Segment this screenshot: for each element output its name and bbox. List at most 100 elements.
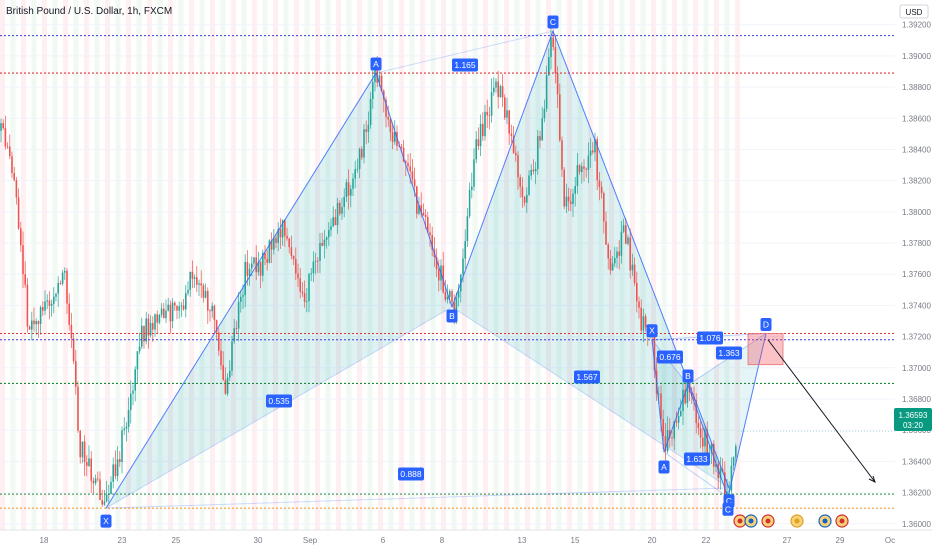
- candle-body: [677, 415, 680, 423]
- candle-body: [620, 231, 623, 256]
- candle-body: [462, 258, 464, 275]
- candle-body: [631, 264, 634, 271]
- candle-body: [361, 148, 363, 158]
- candle-body: [255, 257, 257, 273]
- candle-body: [453, 302, 455, 312]
- pattern-leg: [375, 30, 554, 74]
- candle-body: [156, 314, 158, 323]
- pattern-leg: [105, 72, 377, 509]
- candle-body: [132, 390, 134, 394]
- price-axis[interactable]: [896, 0, 932, 530]
- candle-body: [625, 225, 627, 244]
- pattern-fill: [688, 333, 766, 498]
- session-stripe: [724, 0, 730, 530]
- point-label: B: [682, 369, 694, 383]
- time-tick-label: 18: [40, 536, 49, 545]
- ratio-label: 1.165: [452, 58, 478, 72]
- candle-body: [398, 145, 400, 147]
- price-tick-label: 1.37000: [902, 364, 931, 373]
- candle-body: [72, 338, 75, 362]
- candle-body: [209, 310, 211, 312]
- session-stripe: [651, 0, 656, 530]
- candle-body: [301, 291, 304, 294]
- session-stripe: [472, 0, 478, 530]
- pattern-leg: [663, 451, 729, 498]
- session-stripe: [567, 0, 572, 530]
- time-tick-label: 23: [118, 536, 127, 545]
- session-stripe: [577, 0, 583, 530]
- candle-body: [653, 334, 656, 371]
- candle-body: [519, 177, 521, 187]
- candle-body: [284, 220, 286, 236]
- session-stripe: [409, 0, 415, 530]
- candle-body: [55, 293, 57, 297]
- price-tick-label: 1.36200: [902, 489, 931, 498]
- pattern-leg: [451, 306, 730, 489]
- candle-body: [383, 90, 385, 100]
- price-tick-label: 1.38600: [902, 114, 931, 123]
- point-label-text: C: [725, 504, 731, 514]
- candle-body: [59, 282, 62, 284]
- candle-body: [268, 240, 271, 263]
- candle-body: [279, 229, 282, 238]
- candle-body: [163, 308, 165, 319]
- session-stripe: [714, 0, 719, 530]
- candle-body: [187, 289, 189, 294]
- ratio-label: 0.888: [398, 467, 424, 481]
- session-stripe: [514, 0, 520, 530]
- pattern-leg: [105, 487, 730, 509]
- candle-body: [438, 269, 440, 281]
- candle-body: [262, 252, 264, 276]
- time-tick-label: 13: [518, 536, 527, 545]
- candle-body: [15, 180, 18, 198]
- candle-body: [314, 260, 317, 262]
- candle-body: [222, 365, 224, 380]
- candle-body: [70, 324, 73, 339]
- candle-body: [567, 196, 570, 202]
- time-tick-label: Sep: [303, 536, 318, 545]
- candle-body: [660, 393, 662, 420]
- candle-body: [105, 494, 108, 502]
- economic-events[interactable]: [733, 514, 849, 528]
- candle-body: [224, 379, 227, 394]
- candle-body: [521, 186, 524, 198]
- candle-body: [534, 168, 537, 172]
- time-axis[interactable]: [0, 530, 932, 550]
- candle-body: [218, 332, 220, 351]
- ratio-label-bg: [574, 370, 600, 384]
- session-stripe: [588, 0, 593, 530]
- session-stripe: [451, 0, 457, 530]
- candle-body: [636, 282, 638, 302]
- session-stripe: [430, 0, 436, 530]
- session-stripe: [157, 0, 163, 530]
- session-stripe: [504, 0, 509, 530]
- session-stripe: [346, 0, 352, 530]
- pattern-leg: [687, 384, 729, 498]
- candle-body: [79, 430, 81, 458]
- candle-body: [387, 116, 389, 120]
- candle-body: [389, 119, 392, 133]
- event-marker-dot: [839, 518, 845, 524]
- horizontal-gridlines: [0, 24, 895, 525]
- price-tick-label: 1.36800: [902, 395, 931, 404]
- candle-body: [449, 291, 451, 297]
- pattern-labels: XABCCXABCD0.5351.1651.5670.8880.6761.633…: [100, 15, 772, 528]
- candle-body: [251, 263, 253, 269]
- candle-body: [334, 217, 337, 226]
- candle-body: [196, 277, 198, 285]
- candle-body: [292, 256, 295, 260]
- currency-badge[interactable]: [899, 4, 929, 19]
- candle-body: [94, 478, 97, 484]
- chart-title: British Pound / U.S. Dollar, 1h, FXCM: [6, 6, 172, 17]
- candle-body: [325, 237, 328, 240]
- candle-body: [411, 171, 414, 180]
- candle-body: [130, 393, 132, 410]
- candle-body: [288, 238, 290, 248]
- candle-body: [295, 259, 297, 274]
- candle-body: [556, 73, 559, 95]
- price-tick-label: 1.37800: [902, 239, 931, 248]
- event-marker-dot: [748, 518, 754, 524]
- session-stripe: [304, 0, 310, 530]
- candle-body: [127, 409, 130, 427]
